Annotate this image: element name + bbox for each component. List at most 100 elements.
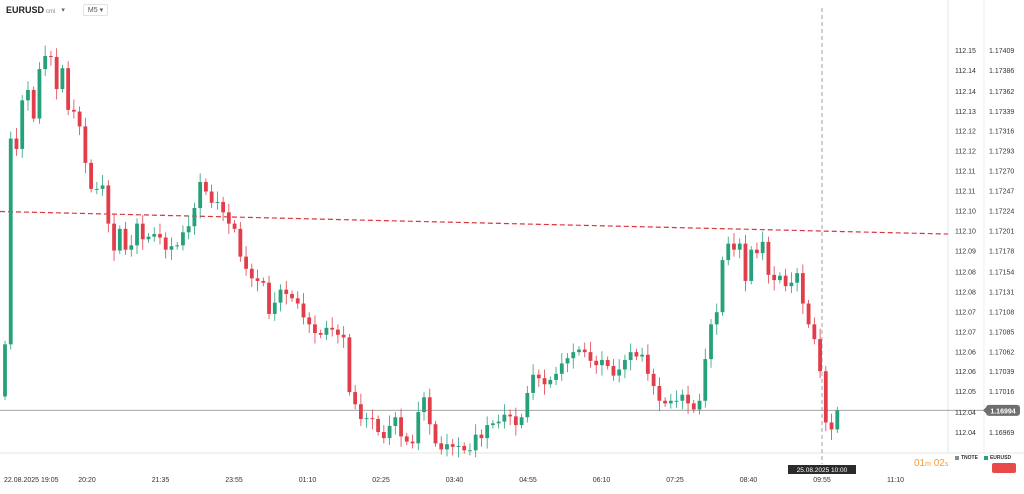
candle[interactable]: [617, 359, 622, 383]
candle[interactable]: [301, 293, 306, 325]
candle[interactable]: [336, 324, 340, 344]
candle[interactable]: [66, 61, 71, 116]
legend-item-tnote[interactable]: TNOTE: [955, 455, 978, 461]
candle[interactable]: [152, 227, 157, 242]
candle[interactable]: [358, 393, 363, 426]
candle[interactable]: [749, 246, 754, 285]
candle[interactable]: [433, 420, 438, 447]
candle[interactable]: [112, 214, 116, 261]
candle[interactable]: [491, 419, 495, 429]
candle[interactable]: [674, 390, 679, 408]
candle[interactable]: [686, 386, 690, 414]
candle[interactable]: [3, 340, 7, 400]
candle[interactable]: [404, 432, 409, 446]
candle[interactable]: [714, 303, 719, 335]
candle[interactable]: [117, 225, 122, 255]
candle[interactable]: [198, 173, 203, 219]
candle[interactable]: [249, 263, 254, 288]
candle[interactable]: [577, 346, 581, 356]
candle[interactable]: [755, 242, 759, 259]
candle[interactable]: [244, 246, 248, 276]
candle[interactable]: [680, 389, 685, 410]
candle[interactable]: [89, 159, 93, 193]
candle[interactable]: [548, 376, 553, 388]
candle[interactable]: [795, 267, 800, 292]
candle[interactable]: [381, 425, 386, 444]
candle[interactable]: [697, 393, 702, 415]
candle[interactable]: [186, 215, 191, 240]
candle[interactable]: [709, 319, 713, 368]
candle[interactable]: [238, 221, 243, 262]
candle[interactable]: [192, 202, 197, 235]
candle[interactable]: [399, 408, 403, 447]
candle[interactable]: [737, 238, 742, 259]
candle[interactable]: [106, 180, 111, 233]
candle[interactable]: [594, 355, 599, 374]
candle[interactable]: [49, 50, 53, 66]
candle[interactable]: [800, 264, 805, 314]
candle[interactable]: [422, 392, 426, 421]
candle[interactable]: [14, 128, 19, 156]
candle[interactable]: [307, 312, 312, 334]
candle[interactable]: [324, 320, 329, 340]
candle[interactable]: [221, 196, 226, 222]
candle[interactable]: [341, 326, 346, 348]
candle[interactable]: [318, 329, 323, 339]
candle[interactable]: [255, 269, 260, 292]
candle[interactable]: [445, 433, 449, 457]
candle[interactable]: [26, 81, 30, 111]
candle[interactable]: [427, 388, 432, 435]
candle[interactable]: [71, 99, 76, 119]
candle[interactable]: [226, 203, 231, 235]
candle[interactable]: [812, 317, 817, 345]
candle[interactable]: [502, 404, 507, 429]
candle[interactable]: [313, 315, 317, 344]
legend-toggle-button[interactable]: [992, 463, 1016, 473]
candle[interactable]: [169, 237, 174, 261]
candle[interactable]: [100, 175, 105, 196]
candle[interactable]: [623, 354, 627, 379]
candle[interactable]: [783, 268, 788, 292]
candle[interactable]: [450, 438, 455, 456]
candle[interactable]: [531, 364, 535, 400]
candle[interactable]: [158, 223, 162, 245]
candle[interactable]: [513, 407, 518, 436]
candle[interactable]: [468, 443, 472, 456]
candle[interactable]: [135, 218, 139, 255]
candle[interactable]: [364, 412, 369, 428]
candle[interactable]: [387, 415, 392, 446]
candle[interactable]: [54, 48, 59, 100]
candle[interactable]: [479, 429, 484, 447]
candle[interactable]: [31, 86, 36, 123]
candle[interactable]: [600, 351, 604, 376]
candle[interactable]: [410, 434, 415, 449]
candle[interactable]: [691, 399, 696, 413]
candle[interactable]: [519, 413, 524, 429]
candle[interactable]: [582, 342, 587, 358]
candle[interactable]: [571, 343, 576, 369]
candle[interactable]: [20, 95, 25, 158]
candle[interactable]: [766, 236, 771, 284]
candle[interactable]: [353, 385, 358, 410]
candle[interactable]: [295, 291, 300, 309]
symbol-dropdown-icon[interactable]: ▾: [61, 7, 65, 14]
candle[interactable]: [261, 277, 266, 287]
candle[interactable]: [181, 225, 185, 251]
candle[interactable]: [663, 397, 667, 407]
candle[interactable]: [204, 178, 208, 195]
candle[interactable]: [140, 214, 145, 250]
candle[interactable]: [43, 45, 48, 77]
candle[interactable]: [163, 232, 168, 259]
candle[interactable]: [376, 415, 380, 436]
timeframe-selector[interactable]: M5 ▾: [82, 4, 109, 16]
candle[interactable]: [496, 414, 501, 429]
candle[interactable]: [83, 117, 88, 174]
candle[interactable]: [215, 191, 220, 210]
candle[interactable]: [525, 386, 530, 423]
candle[interactable]: [628, 343, 633, 371]
candle[interactable]: [703, 348, 708, 408]
candle[interactable]: [370, 409, 375, 430]
candle[interactable]: [473, 424, 478, 458]
candle[interactable]: [634, 348, 639, 360]
